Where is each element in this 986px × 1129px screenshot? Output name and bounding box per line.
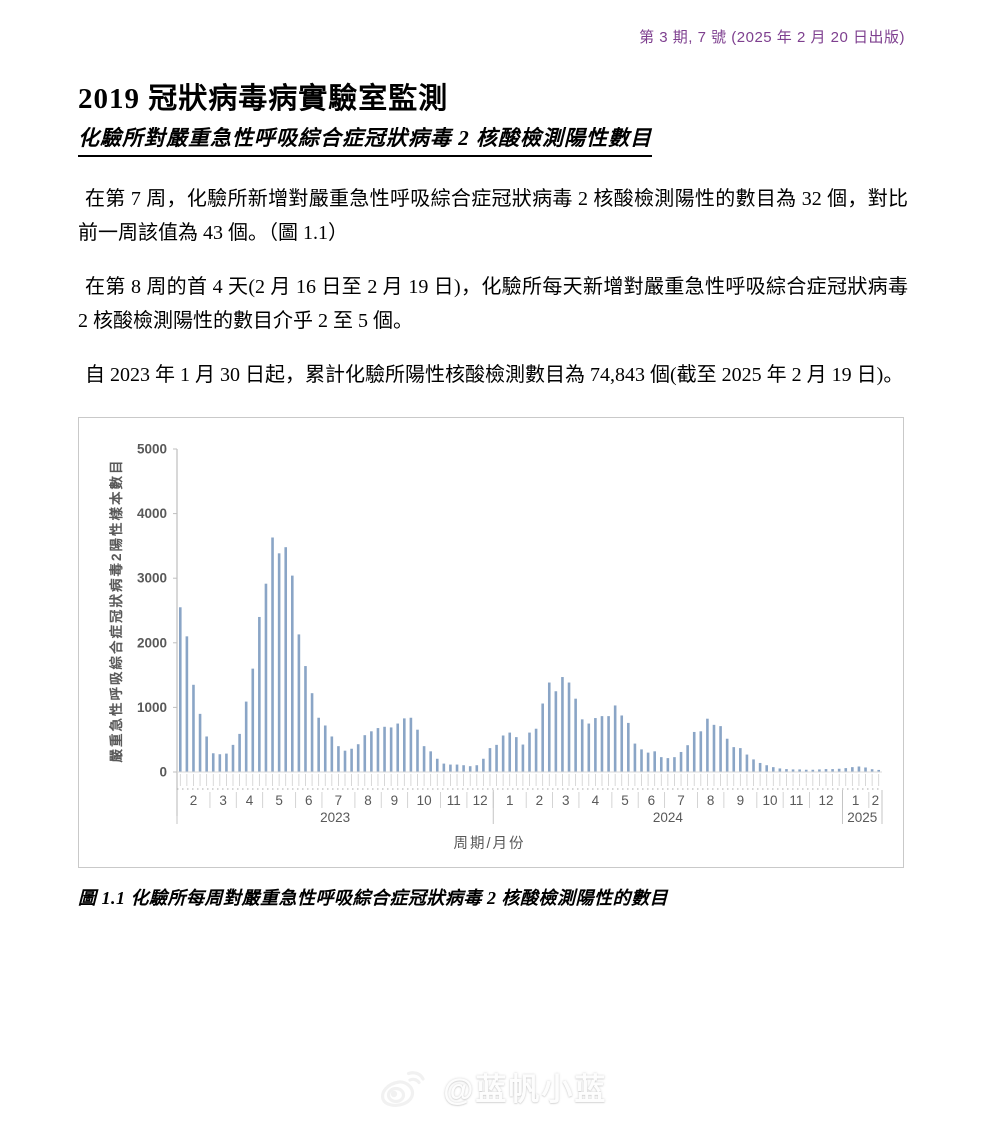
svg-text:2025: 2025 <box>847 810 877 825</box>
svg-text:11: 11 <box>789 793 803 808</box>
svg-text:12: 12 <box>818 793 833 808</box>
page-title: 2019 冠狀病毒病實驗室監測 <box>78 83 449 116</box>
body-text: 在第 7 周，化驗所新增對嚴重急性呼吸綜合症冠狀病毒 2 核酸檢測陽性的數目為 … <box>78 182 908 412</box>
svg-text:1: 1 <box>506 793 514 808</box>
figure-caption: 圖 1.1 化驗所每周對嚴重急性呼吸綜合症冠狀病毒 2 核酸檢測陽性的數目 <box>78 888 668 908</box>
section-heading: 化驗所對嚴重急性呼吸綜合症冠狀病毒 2 核酸檢測陽性數目 <box>78 122 652 157</box>
svg-text:7: 7 <box>335 793 343 808</box>
svg-text:8: 8 <box>364 793 372 808</box>
svg-text:3: 3 <box>219 793 227 808</box>
svg-text:5000: 5000 <box>137 442 167 457</box>
svg-text:1000: 1000 <box>137 700 167 715</box>
svg-text:3: 3 <box>562 793 570 808</box>
svg-text:0: 0 <box>159 765 167 780</box>
svg-text:5: 5 <box>275 793 283 808</box>
svg-text:9: 9 <box>391 793 399 808</box>
svg-text:2000: 2000 <box>137 635 167 650</box>
svg-text:1: 1 <box>852 793 860 808</box>
watermark-text: @蓝帆小蓝 <box>443 1072 608 1107</box>
svg-text:2: 2 <box>872 793 880 808</box>
svg-text:12: 12 <box>473 793 488 808</box>
weibo-icon <box>380 1071 425 1107</box>
svg-text:10: 10 <box>762 793 777 808</box>
svg-text:6: 6 <box>305 793 313 808</box>
svg-text:2024: 2024 <box>653 810 684 825</box>
figure-box: 嚴重急性呼吸綜合症冠狀病毒2陽性樣本數目 0 1000 2000 3000 4000 500… <box>78 417 904 868</box>
paragraph-week8: 在第 8 周的首 4 天(2 月 16 日至 2 月 19 日)，化驗所每天新增… <box>78 276 908 332</box>
svg-text:4000: 4000 <box>137 506 167 521</box>
svg-text:4: 4 <box>592 793 600 808</box>
svg-text:7: 7 <box>677 793 685 808</box>
svg-text:周期/月份: 周期/月份 <box>453 835 525 852</box>
svg-text:6: 6 <box>648 793 656 808</box>
issue-line: 第 3 期, 7 號 (2025 年 2 月 20 日出版) <box>639 29 905 46</box>
svg-text:8: 8 <box>707 793 715 808</box>
svg-text:2: 2 <box>536 793 544 808</box>
svg-text:2023: 2023 <box>320 810 350 825</box>
weekly-positives-chart: 嚴重急性呼吸綜合症冠狀病毒2陽性樣本數目 0 1000 2000 3000 4000 500… <box>79 418 903 872</box>
svg-text:4: 4 <box>246 793 254 808</box>
paragraph-week7: 在第 7 周，化驗所新增對嚴重急性呼吸綜合症冠狀病毒 2 核酸檢測陽性的數目為 … <box>78 188 908 244</box>
watermark: @蓝帆小蓝 <box>0 1064 986 1109</box>
svg-text:9: 9 <box>737 793 745 808</box>
svg-text:嚴重急性呼吸綜合症冠狀病毒2陽性樣本數目: 嚴重急性呼吸綜合症冠狀病毒2陽性樣本數目 <box>108 458 124 762</box>
svg-text:3000: 3000 <box>137 571 167 586</box>
svg-text:11: 11 <box>447 793 461 808</box>
svg-text:10: 10 <box>417 793 432 808</box>
svg-text:5: 5 <box>621 793 629 808</box>
svg-text:2: 2 <box>190 793 198 808</box>
paragraph-cumulative: 自 2023 年 1 月 30 日起，累計化驗所陽性核酸檢測數目為 74,843… <box>85 364 904 386</box>
